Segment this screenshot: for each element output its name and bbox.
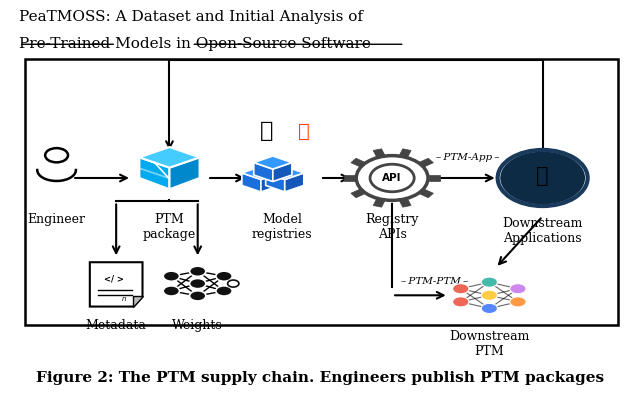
Text: Registry
APIs: Registry APIs	[365, 213, 419, 241]
Polygon shape	[273, 162, 292, 182]
Text: Downstream
PTM: Downstream PTM	[449, 330, 529, 358]
Text: </ >: </ >	[104, 274, 124, 283]
Polygon shape	[254, 162, 273, 182]
Text: Metadata: Metadata	[86, 319, 147, 332]
Text: PTM
package: PTM package	[143, 213, 196, 241]
Polygon shape	[373, 149, 385, 157]
Circle shape	[163, 286, 179, 296]
Text: Downstream
Applications: Downstream Applications	[502, 217, 583, 245]
Polygon shape	[399, 199, 411, 207]
Circle shape	[510, 297, 526, 307]
Circle shape	[189, 279, 206, 288]
Circle shape	[216, 286, 232, 296]
Polygon shape	[242, 173, 261, 192]
Text: Weights: Weights	[172, 319, 223, 332]
Polygon shape	[133, 296, 143, 306]
Polygon shape	[429, 175, 440, 181]
Text: n: n	[122, 296, 126, 302]
Circle shape	[452, 284, 469, 294]
Polygon shape	[170, 157, 200, 189]
Polygon shape	[254, 156, 292, 169]
Polygon shape	[242, 166, 280, 180]
Polygon shape	[140, 157, 170, 189]
Circle shape	[481, 277, 497, 287]
Text: Figure 2: The PTM supply chain. Engineers publish PTM packages: Figure 2: The PTM supply chain. Engineer…	[36, 371, 604, 385]
Polygon shape	[266, 166, 304, 180]
Circle shape	[163, 271, 179, 281]
Text: – PTM-PTM –: – PTM-PTM –	[401, 277, 468, 286]
Circle shape	[500, 152, 585, 204]
Polygon shape	[373, 199, 385, 207]
Text: 🔥: 🔥	[298, 122, 310, 141]
Text: 🐻: 🐻	[260, 121, 273, 141]
Text: PeaTMOSS: A Dataset and Initial Analysis of: PeaTMOSS: A Dataset and Initial Analysis…	[19, 10, 363, 24]
Polygon shape	[261, 173, 280, 192]
Polygon shape	[344, 175, 356, 181]
Circle shape	[353, 153, 432, 203]
Text: Pre-Trained Models in Open-Source Software: Pre-Trained Models in Open-Source Softwa…	[19, 37, 371, 51]
Polygon shape	[285, 173, 304, 192]
Circle shape	[370, 164, 414, 192]
Circle shape	[510, 284, 526, 294]
Text: API: API	[382, 173, 402, 183]
Polygon shape	[419, 189, 433, 198]
Polygon shape	[140, 147, 200, 168]
Text: – PTM-App –: – PTM-App –	[436, 153, 499, 162]
Circle shape	[189, 266, 206, 277]
Circle shape	[452, 297, 469, 307]
Circle shape	[481, 303, 497, 314]
Polygon shape	[351, 158, 365, 167]
Polygon shape	[399, 149, 411, 157]
Circle shape	[481, 290, 497, 300]
Polygon shape	[351, 189, 365, 198]
Text: Model
registries: Model registries	[252, 213, 313, 241]
Circle shape	[216, 271, 232, 281]
Circle shape	[189, 291, 206, 301]
Polygon shape	[266, 173, 285, 192]
Text: 🐙: 🐙	[536, 166, 549, 186]
Circle shape	[228, 280, 239, 287]
Polygon shape	[419, 158, 433, 167]
Text: Engineer: Engineer	[28, 213, 86, 226]
Polygon shape	[90, 262, 143, 306]
